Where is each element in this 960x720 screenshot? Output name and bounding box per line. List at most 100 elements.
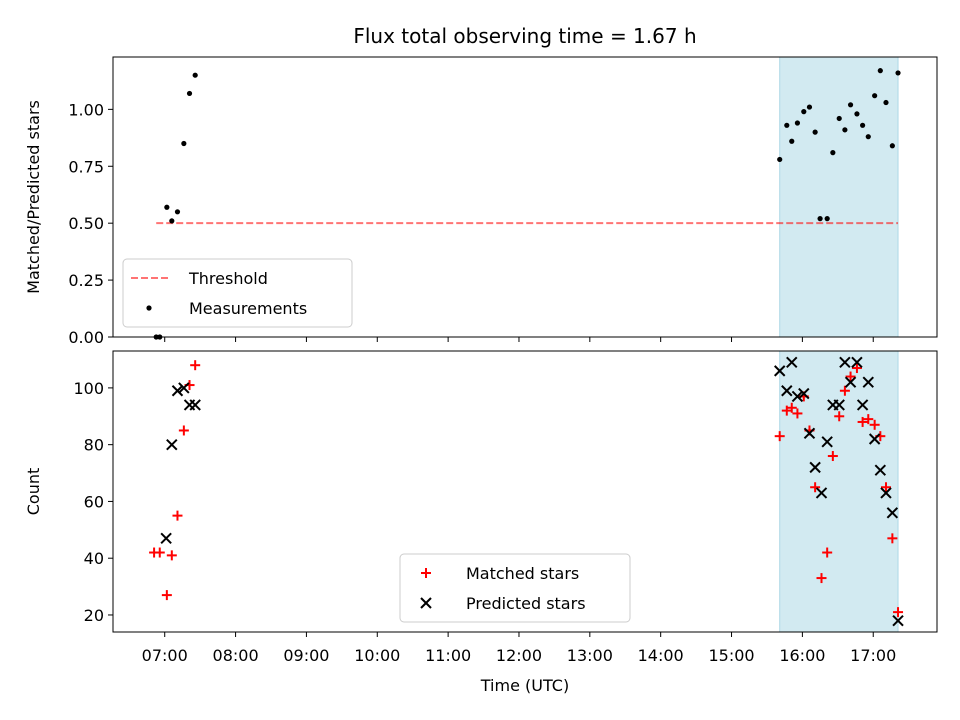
count-plus-point-15 [816,573,827,584]
count-x-point-24-d2 [880,487,892,499]
count-x-point-18 [844,376,857,388]
ratio-series-dot [153,68,901,340]
count-plus-point-11 [792,408,803,419]
count-x-point-7 [781,385,793,397]
count-x-point-3-d2 [178,382,190,394]
ratio-observing-window [779,56,899,338]
ratio-y-tick-label-2: 0.50 [68,214,104,233]
count-x-point-11-d2 [803,427,816,440]
count-x-point-0 [160,532,172,545]
ratio-dot-point-26 [883,99,889,106]
count-x-point-21 [862,376,874,388]
count-x-point-1 [166,438,178,451]
ratio-dot-point-22-shape [860,122,866,128]
count-legend-x-swatch-d2 [420,597,432,609]
count-x-point-20 [856,399,869,411]
count-plus-point-14 [810,482,821,493]
ratio-dot-point-15-shape [817,216,823,222]
ratio-dot-point-13-shape [806,104,813,110]
count-plus-point-23 [863,414,874,425]
count-plus-point-7 [190,360,201,371]
ratio-dot-point-8 [777,156,783,163]
count-x-point-25 [886,507,899,519]
count-x-point-0-d2 [160,532,172,545]
ratio-dot-point-25-shape [877,68,883,74]
ratio-dot-point-16 [824,216,830,222]
ratio-dot-point-12-shape [801,109,807,115]
count-x-point-6 [774,365,786,377]
count-plus-point-16 [822,547,833,558]
count-x-point-23 [874,464,887,476]
count-plus-point-1 [154,547,165,558]
ratio-dot-point-16-shape [824,216,830,222]
ratio-dot-point-25 [877,68,883,74]
count-axes-frame [112,350,938,633]
ratio-dot-point-12 [801,109,807,115]
ratio-dot-point-24 [872,93,878,99]
count-plus-point-4 [172,510,183,521]
count-x-point-19 [851,356,863,369]
count-plus-point-8 [774,431,785,442]
count-x-point-12 [809,461,821,474]
count-x-point-7-d2 [781,385,793,397]
ratio-dot-point-14 [812,129,818,135]
count-legend-x-swatch [420,597,432,609]
count-y-tick-label-1: 40 [84,549,104,568]
ratio-dot-point-5 [181,140,187,147]
x-tick-label-6: 13:00 [567,646,613,665]
ratio-dot-point-27-shape [889,143,895,149]
count-plus-point-27 [887,533,898,544]
count-legend-plus-swatch [421,568,431,578]
count-x-point-13-d2 [815,487,828,499]
x-tick-label-1: 08:00 [213,646,259,665]
count-x-point-8 [786,356,798,369]
ratio-dot-point-28-shape [895,70,901,76]
ratio-dot-point-18-shape [836,115,842,122]
ratio-dot-point-19 [842,127,848,133]
count-x-point-19-d2 [851,356,863,369]
ratio-legend: Threshold Measurements [122,258,353,328]
count-x-point-11 [803,427,816,440]
count-x-point-3 [178,382,190,394]
count-x-point-24 [880,487,892,499]
count-x-point-6-d2 [774,365,786,377]
ratio-dot-point-15 [817,216,823,222]
count-x-point-21-d2 [862,376,874,388]
count-plus-point-3 [166,550,177,561]
count-x-point-14 [821,436,833,448]
ratio-axes-frame [112,56,938,338]
ratio-dot-point-11 [794,120,801,126]
count-plus-point-2 [161,590,172,601]
count-panel: 20 40 60 80 100 07:00 08:00 09:00 10:00 11:00 12:0… [24,350,938,665]
count-plus-point-19 [839,385,850,396]
x-tick-label-4: 11:00 [425,646,471,665]
ratio-dot-point-2-shape [164,204,170,210]
ratio-dot-point-23-shape [865,134,871,140]
count-series-x [160,356,904,627]
ratio-dot-point-11-shape [794,120,801,126]
count-x-point-17-d2 [839,356,851,369]
count-legend-box [399,553,631,623]
count-x-point-22 [868,433,881,445]
ratio-dot-point-21-shape [854,111,860,117]
ratio-legend-dot-swatch [146,305,152,311]
count-y-tick-label-4: 100 [73,379,104,398]
x-tick-label-7: 14:00 [638,646,684,665]
ratio-dot-point-22 [860,122,866,128]
ratio-dot-point-10-shape [789,138,795,144]
count-x-point-12-d2 [809,461,821,474]
ratio-dot-point-7-shape [192,72,198,78]
count-x-point-14-d2 [821,436,833,448]
count-plus-point-28 [893,607,904,618]
ratio-dot-point-6 [186,90,193,97]
count-x-point-22-d2 [868,433,881,445]
count-plus-point-10 [786,402,797,413]
count-x-point-26-d2 [892,614,904,627]
x-tick-label-2: 09:00 [283,646,329,665]
ratio-dot-point-24-shape [872,93,878,99]
x-tick-label-0: 07:00 [142,646,188,665]
x-tick-label-9: 16:00 [779,646,825,665]
count-y-axis-label: Count [24,468,43,516]
ratio-legend-dot-swatch-shape [146,305,152,311]
